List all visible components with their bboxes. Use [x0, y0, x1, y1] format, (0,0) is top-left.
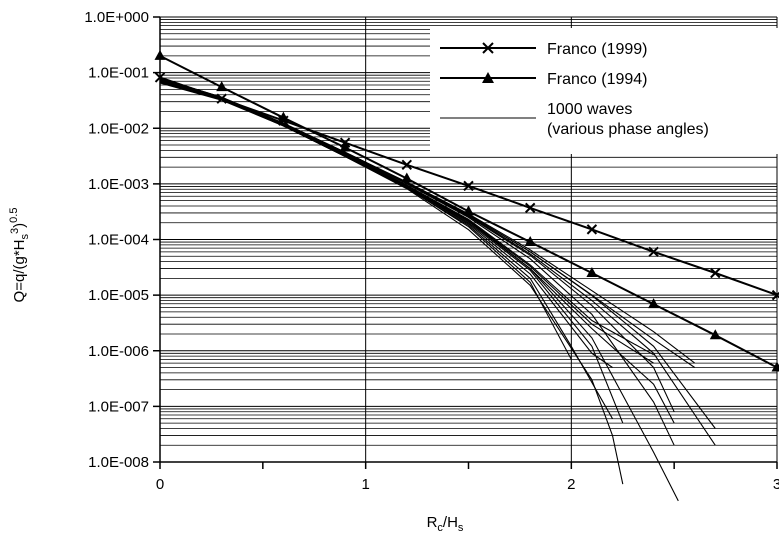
- waves-curve-12: [159, 81, 613, 368]
- x-axis-title: Rc/Hs: [427, 514, 464, 534]
- franco-1994-point: [524, 236, 536, 247]
- franco-1994-point: [216, 81, 228, 92]
- series-layer: [154, 49, 779, 502]
- franco-1994-point: [339, 141, 351, 152]
- waves-curve-13: [159, 78, 675, 413]
- y-tick-label: 1.0E-004: [88, 232, 149, 249]
- franco-1999-point: [524, 202, 536, 214]
- franco-1999-point: [648, 246, 659, 258]
- waves-curve-14: [159, 80, 675, 424]
- franco-1994-point: [648, 298, 660, 309]
- x-tick-label: 2: [567, 476, 575, 493]
- y-tick-label: 1.0E-002: [88, 120, 149, 137]
- y-tick-label: 1.0E-005: [88, 287, 149, 304]
- franco-1994-point: [771, 361, 779, 372]
- x-tick-label: 3: [773, 476, 779, 493]
- y-axis-title: Q=q/(g*Hs3)0.5: [8, 208, 31, 303]
- franco-1999-point: [339, 137, 351, 148]
- y-tick-label: 1.0E-001: [88, 65, 149, 82]
- franco-1994-point: [401, 172, 413, 183]
- franco-1999-point: [401, 159, 413, 171]
- x-tick-label: 1: [361, 476, 369, 493]
- franco-1999-point: [278, 115, 289, 126]
- y-tick-label: 1.0E-007: [88, 398, 149, 415]
- axes-layer: [153, 16, 778, 469]
- franco-1999-point: [463, 180, 474, 192]
- franco-1999-point: [710, 267, 721, 279]
- y-tick-label: 1.0E-008: [88, 454, 149, 471]
- x-tick-label: 0: [156, 476, 164, 493]
- franco-1999-point: [216, 93, 227, 104]
- franco-1994-point: [463, 205, 474, 216]
- legend: Franco (1999) Franco (1994) 1000 waves (…: [430, 28, 779, 154]
- legend-label-franco-1999: Franco (1999): [547, 41, 648, 58]
- legend-label-1000-waves-line2: (various phase angles): [547, 121, 709, 138]
- legend-marker-franco-1994: [482, 72, 494, 83]
- legend-label-franco-1994: Franco (1994): [547, 71, 648, 88]
- tick-labels: 0 1 2 3 1.0E+000 1.0E-001 1.0E-002 1.0E-003 1.0E…: [84, 9, 779, 493]
- y-tick-label: 1.0E+000: [84, 9, 149, 26]
- legend-label-1000-waves: 1000 waves: [547, 101, 632, 118]
- y-tick-label: 1.0E-003: [88, 176, 149, 193]
- franco-1999-point: [771, 289, 779, 301]
- franco-1999-point: [586, 224, 598, 235]
- y-tick-label: 1.0E-006: [88, 343, 149, 360]
- legend-marker-franco-1999: [482, 42, 494, 54]
- franco-1994-point: [709, 329, 721, 340]
- franco-1994-point: [586, 266, 598, 277]
